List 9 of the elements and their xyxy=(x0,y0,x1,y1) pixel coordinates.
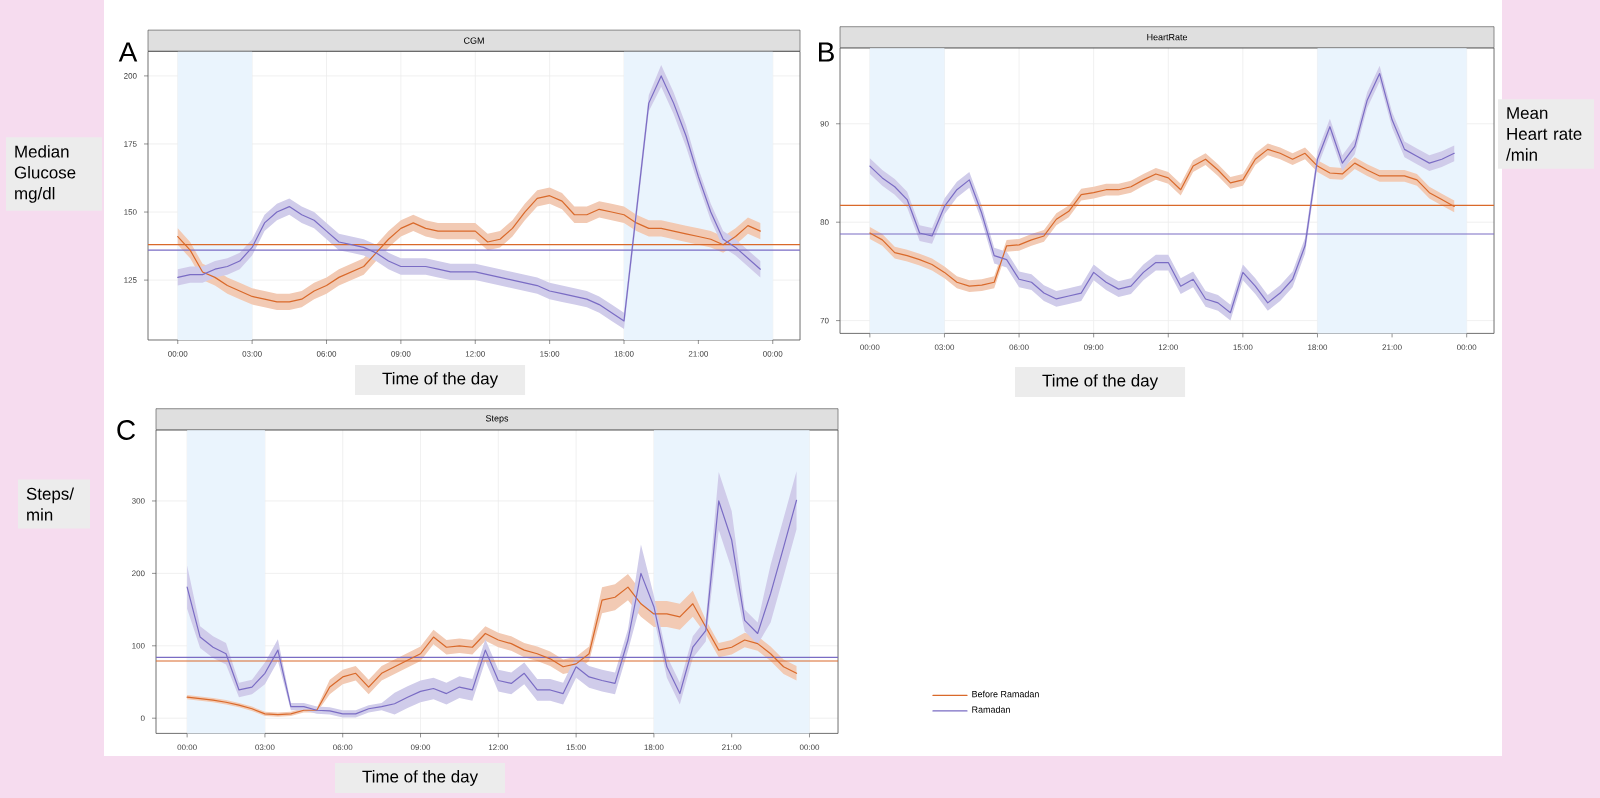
y-axis-title: Mean Heart rate /min xyxy=(1506,107,1582,161)
x-axis-title: Time of the day xyxy=(1042,374,1159,390)
text: C xyxy=(117,420,136,440)
x-axis-title: Time of the day xyxy=(362,770,479,786)
y-axis-title: Median Glucose mg/dl xyxy=(14,145,76,203)
y-axis-title: Steps/ min xyxy=(26,487,75,521)
text: B xyxy=(819,42,834,62)
x-axis-title: Time of the day xyxy=(382,372,499,388)
text: A xyxy=(118,42,138,62)
